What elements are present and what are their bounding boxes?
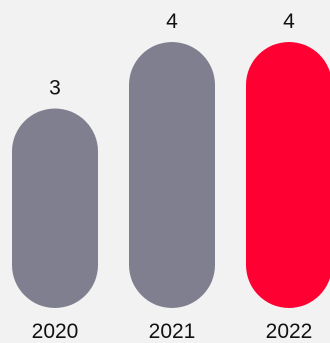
bar-value-label-2021: 4 [166, 10, 178, 33]
x-tick-label-2021: 2021 [149, 320, 196, 343]
bars-group [12, 42, 330, 308]
bar-2022 [246, 42, 330, 308]
x-tick-label-2020: 2020 [32, 320, 79, 343]
x-axis-tick-labels: 2020 2021 2022 [32, 320, 313, 343]
bar-2020 [12, 108, 98, 308]
value-labels-group: 3 4 4 [49, 10, 295, 100]
bar-value-label-2020: 3 [49, 77, 61, 100]
bar-2021 [129, 42, 215, 308]
bar-value-label-2022: 4 [283, 10, 295, 33]
x-tick-label-2022: 2022 [266, 320, 313, 343]
